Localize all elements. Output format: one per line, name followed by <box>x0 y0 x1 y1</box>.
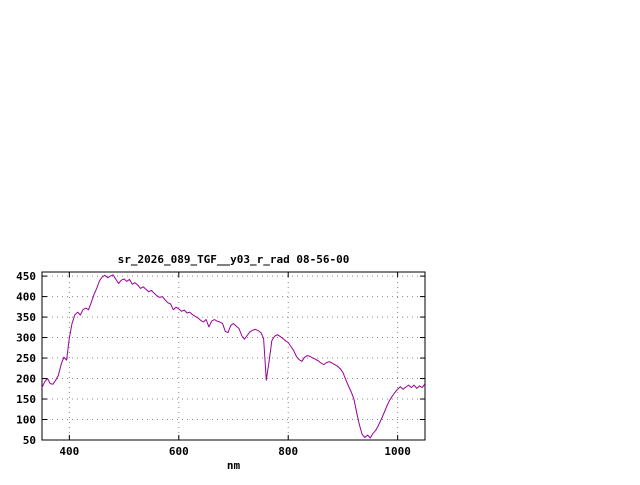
y-tick-label: 200 <box>16 373 36 386</box>
y-tick-label: 350 <box>16 311 36 324</box>
y-tick-label: 50 <box>23 434 36 447</box>
plot-border <box>42 272 425 440</box>
grid-lines <box>42 272 425 440</box>
y-tick-label: 450 <box>16 270 36 283</box>
x-tick-label: 1000 <box>384 445 411 458</box>
axis-ticks <box>42 272 425 440</box>
x-tick-label: 400 <box>59 445 79 458</box>
y-tick-label: 300 <box>16 332 36 345</box>
y-tick-label: 400 <box>16 291 36 304</box>
x-tick-label: 800 <box>278 445 298 458</box>
y-tick-label: 250 <box>16 352 36 365</box>
x-tick-label: 600 <box>169 445 189 458</box>
chart-title: sr_2026_089_TGF__y03_r_rad 08-56-00 <box>118 253 350 266</box>
y-tick-label: 100 <box>16 414 36 427</box>
radiance-curve <box>42 275 425 438</box>
tick-labels: 400 600 800 1000 50 100 150 200 250 300 350 400 450 <box>16 270 411 458</box>
y-tick-label: 150 <box>16 393 36 406</box>
x-axis-label: nm <box>227 459 241 472</box>
